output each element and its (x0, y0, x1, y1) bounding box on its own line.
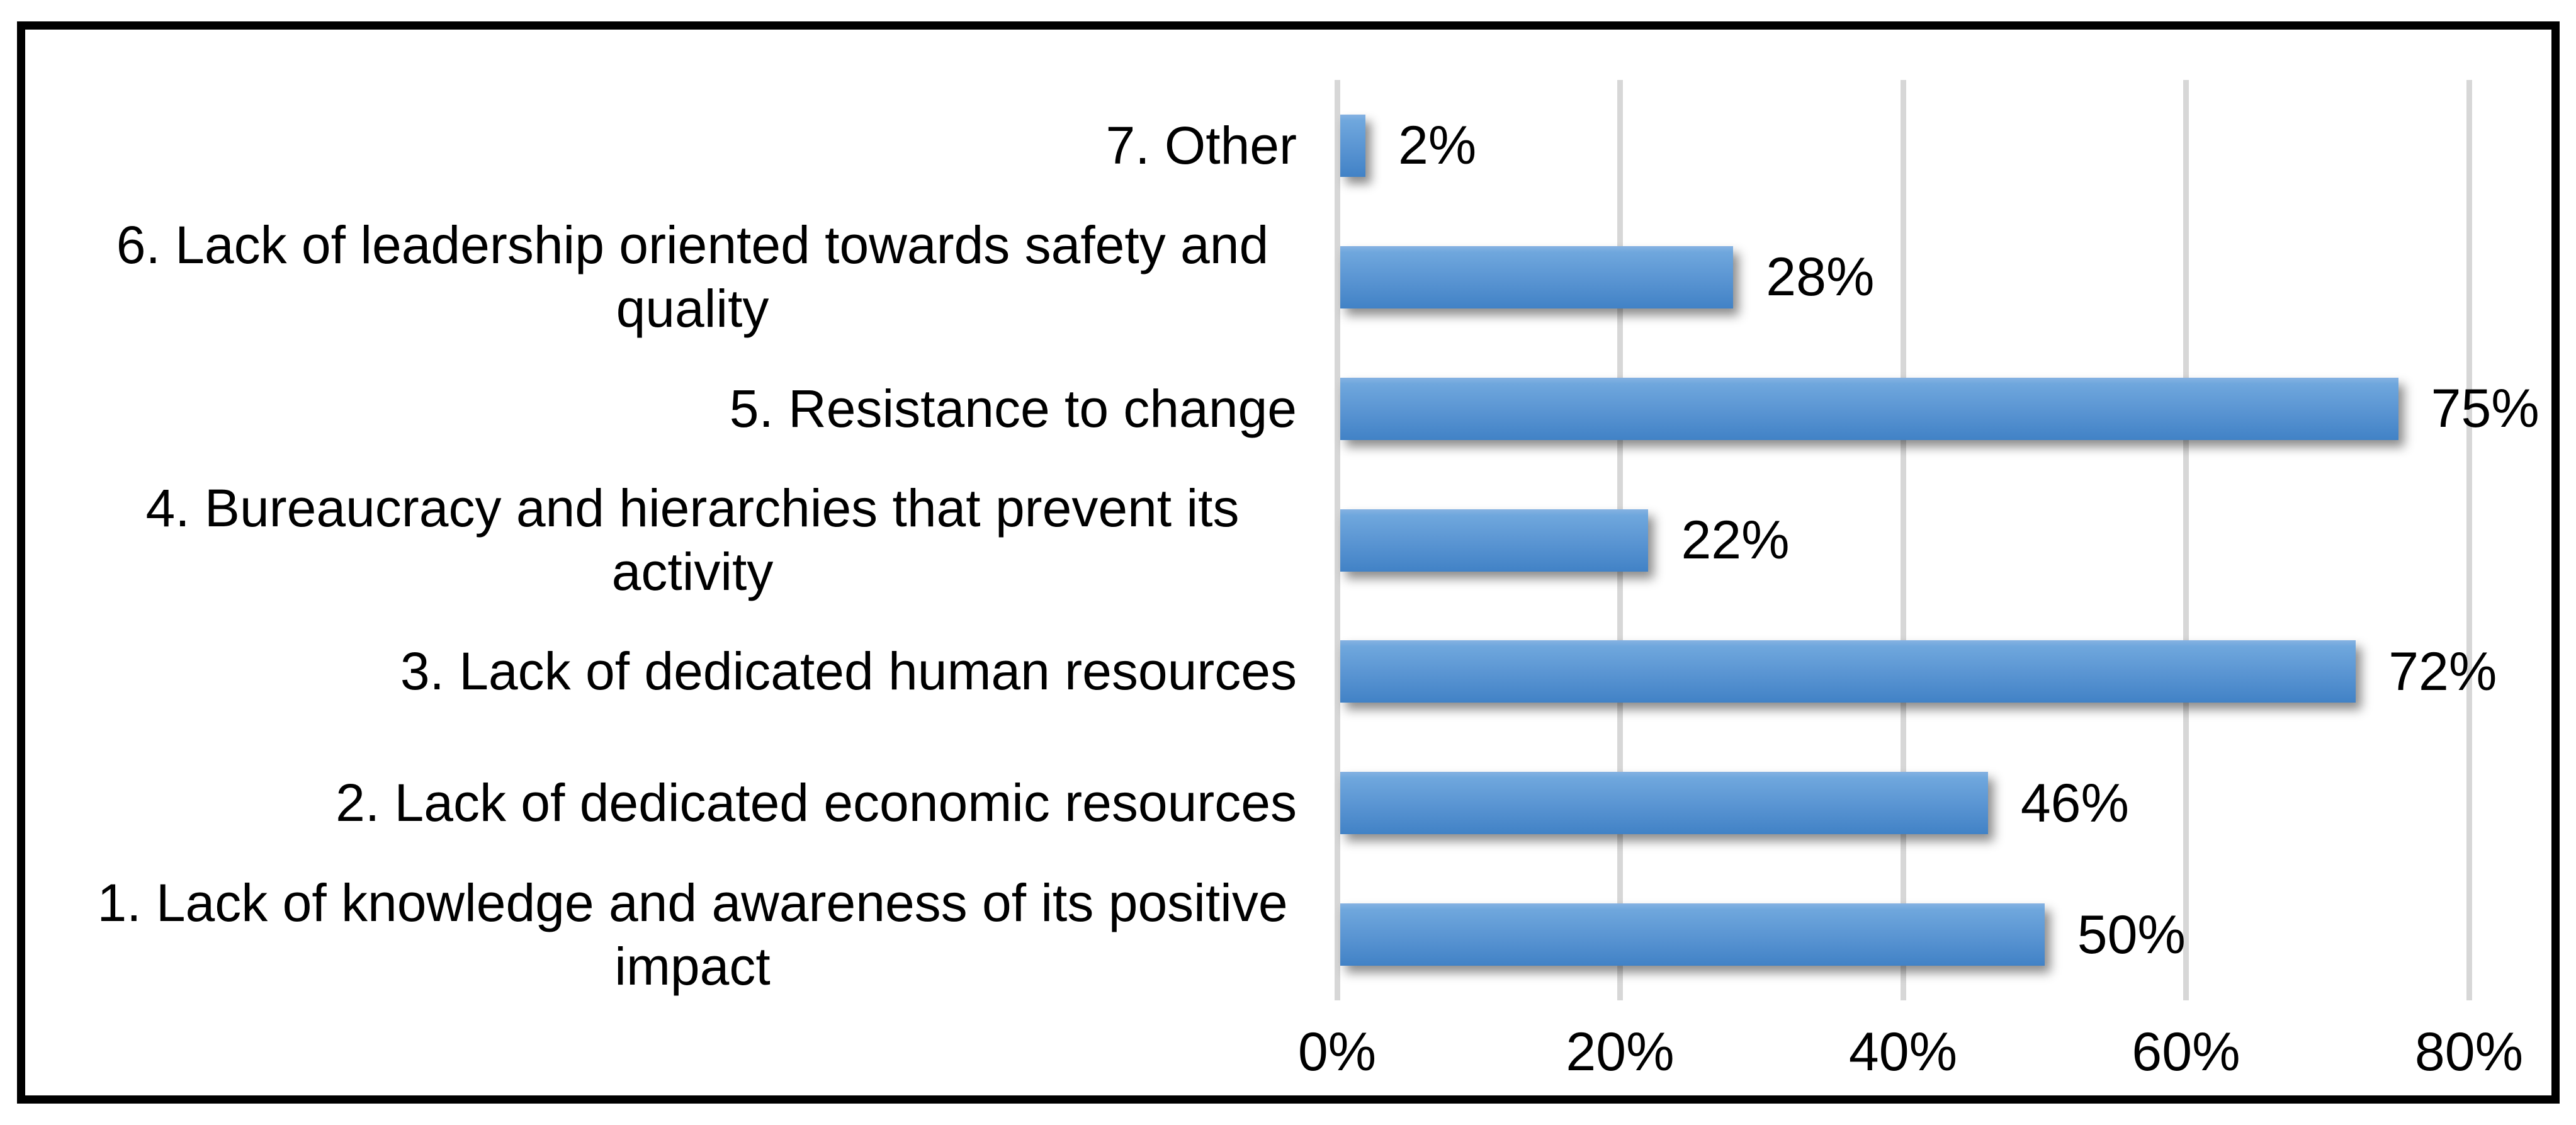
bar-50% (1340, 903, 2045, 966)
category-label: 2. Lack of dedicated economic resources (336, 773, 1297, 833)
category-label: 6. Lack of leadership oriented towards s… (116, 215, 1269, 339)
data-label: 72% (2388, 641, 2497, 702)
bar-46% (1340, 772, 1988, 835)
bar-75% (1340, 377, 2398, 440)
category-label: 1. Lack of knowledge and awareness of it… (97, 873, 1288, 996)
gridline-60% (2183, 80, 2189, 1000)
category-row: 6. Lack of leadership oriented towards s… (88, 212, 1297, 343)
data-label: 46% (2020, 772, 2129, 834)
bar-72% (1340, 640, 2356, 703)
category-row: 4. Bureaucracy and hierarchies that prev… (88, 475, 1297, 606)
x-axis-tick-label: 40% (1848, 1022, 1958, 1082)
bar-28% (1340, 246, 1734, 308)
data-label: 50% (2077, 904, 2186, 965)
data-label: 75% (2431, 378, 2539, 439)
gridline-40% (1900, 80, 1906, 1000)
x-axis-tick-label: 80% (2414, 1022, 2524, 1082)
x-axis-tick-label: 60% (2132, 1022, 2240, 1082)
data-label: 2% (1398, 115, 1477, 176)
bar-22% (1340, 509, 1649, 572)
category-row: 1. Lack of knowledge and awareness of it… (88, 869, 1297, 1000)
category-row: 2. Lack of dedicated economic resources (88, 737, 1297, 869)
x-axis-tick-label: 20% (1566, 1022, 1675, 1082)
category-label: 3. Lack of dedicated human resources (400, 642, 1297, 701)
bar-2% (1340, 114, 1365, 177)
category-row: 3. Lack of dedicated human resources (88, 606, 1297, 737)
x-axis-tick-label: 0% (1297, 1022, 1377, 1082)
chart-frame (17, 21, 2560, 1104)
data-label: 22% (1681, 510, 1790, 570)
gridline-80% (2466, 80, 2472, 1000)
category-label: 5. Resistance to change (729, 378, 1297, 438)
gridline-0% (1334, 80, 1340, 1000)
category-label: 7. Other (1105, 116, 1297, 176)
category-row: 5. Resistance to change (88, 343, 1297, 475)
data-label: 28% (1766, 247, 1875, 308)
category-label: 4. Bureaucracy and hierarchies that prev… (145, 478, 1240, 601)
category-row: 7. Other (88, 80, 1297, 212)
